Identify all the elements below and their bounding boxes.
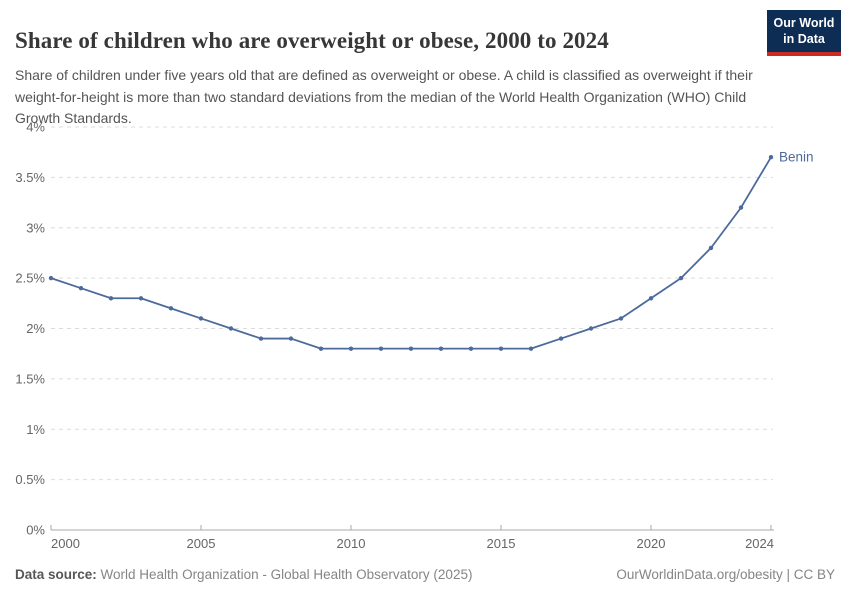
x-tick-label-2000: 2000 [51, 536, 80, 551]
x-tick-label-2020: 2020 [637, 536, 666, 551]
data-point-2010[interactable] [348, 346, 354, 351]
data-point-2022[interactable] [708, 245, 714, 251]
data-point-2013[interactable] [438, 346, 444, 351]
y-tick-label-2.5: 2.5% [15, 271, 45, 286]
data-point-2014[interactable] [468, 346, 474, 351]
x-tick-label-2024: 2024 [745, 536, 774, 551]
x-tick-label-2015: 2015 [487, 536, 516, 551]
data-point-2009[interactable] [318, 346, 324, 351]
data-point-2005[interactable] [198, 316, 204, 321]
data-source-text: World Health Organization - Global Healt… [96, 567, 473, 582]
data-point-2011[interactable] [378, 346, 384, 351]
data-point-2023[interactable] [738, 205, 744, 210]
y-tick-label-4: 4% [26, 120, 45, 135]
data-point-2021[interactable] [678, 275, 684, 281]
data-point-2012[interactable] [408, 346, 414, 351]
data-point-2024[interactable] [768, 155, 774, 160]
data-point-2006[interactable] [228, 326, 234, 331]
data-point-2002[interactable] [108, 296, 114, 301]
data-point-2001[interactable] [78, 286, 84, 291]
owid-logo-line1: Our World [773, 16, 835, 30]
data-point-2007[interactable] [258, 336, 264, 341]
data-point-2017[interactable] [558, 336, 564, 341]
series-end-label[interactable]: Benin [779, 150, 814, 165]
data-point-2003[interactable] [138, 296, 144, 301]
y-tick-label-1: 1% [26, 422, 45, 437]
y-tick-label-3.5: 3.5% [15, 170, 45, 185]
data-source-label: Data source: [15, 567, 97, 582]
data-point-2016[interactable] [528, 346, 534, 351]
y-tick-label-0.5: 0.5% [15, 472, 45, 487]
data-point-2018[interactable] [588, 326, 594, 331]
line-chart[interactable]: 0% 0.5% 1% 1.5% 2% 2.5% 3% 3.5% 4% 2000 2005 2010 20… [0, 112, 850, 562]
data-point-2020[interactable] [648, 296, 654, 301]
y-tick-label-3: 3% [26, 220, 45, 235]
y-tick-label-0: 0% [26, 523, 45, 538]
data-point-2019[interactable] [618, 316, 624, 321]
y-tick-label-2: 2% [26, 321, 45, 336]
y-tick-label-1.5: 1.5% [15, 371, 45, 386]
data-point-2000[interactable] [48, 275, 54, 281]
x-tick-label-2010: 2010 [337, 536, 366, 551]
owid-logo[interactable]: Our World in Data [767, 10, 841, 57]
page-title: Share of children who are overweight or … [15, 28, 609, 54]
x-tick-label-2005: 2005 [187, 536, 216, 551]
data-point-2004[interactable] [168, 306, 174, 311]
license-link[interactable]: OurWorldinData.org/obesity | CC BY [616, 567, 835, 582]
data-point-2015[interactable] [498, 346, 504, 351]
chart-footer: Data source: World Health Organization -… [15, 567, 835, 582]
data-point-2008[interactable] [288, 336, 294, 341]
owid-logo-line2: in Data [783, 31, 825, 46]
data-source-note: Data source: World Health Organization -… [15, 567, 472, 582]
chart-subtitle: Share of children under five years old t… [15, 67, 753, 127]
series-line-benin[interactable] [50, 156, 772, 350]
